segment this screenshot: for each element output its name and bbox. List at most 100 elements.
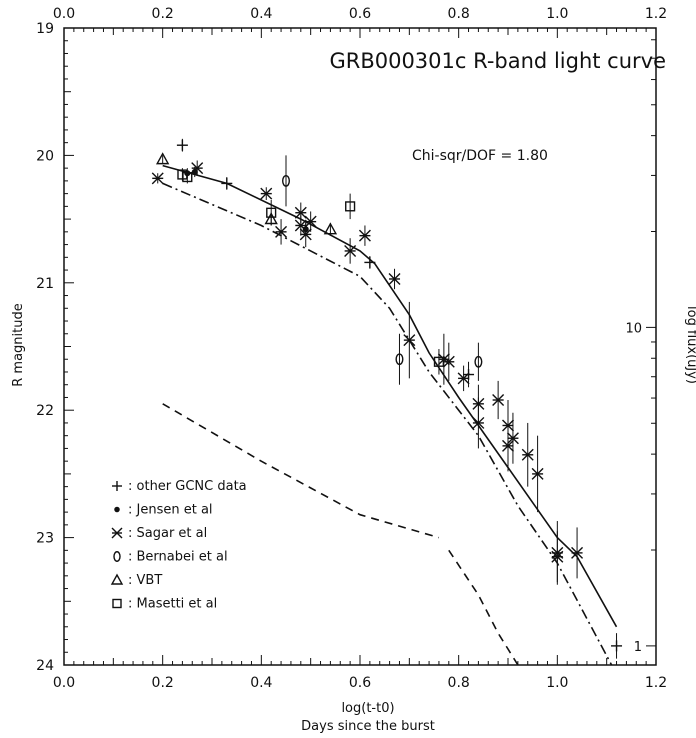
x-tick-label-top: 1.2 — [645, 6, 667, 22]
diamond-marker — [113, 551, 121, 562]
square-marker — [345, 201, 356, 212]
data-point-cross — [304, 215, 317, 228]
x-tick-label-top: 0.0 — [53, 6, 75, 22]
square-marker — [433, 356, 445, 367]
legend-marker-triangle — [110, 573, 124, 585]
data-point-cross — [551, 546, 564, 559]
plot-frame — [63, 27, 657, 666]
chi-square-annotation: Chi-sqr/DOF = 1.80 — [412, 148, 548, 164]
x-tick-label-top: 0.2 — [152, 6, 174, 22]
dot-marker — [114, 506, 120, 513]
x-tick-label-bottom: 0.0 — [53, 675, 75, 691]
legend-marker-diamond — [113, 551, 121, 562]
data-point-cross — [506, 432, 519, 445]
y-axis-label: R magnitude — [11, 303, 26, 386]
data-point-plus — [221, 177, 233, 189]
legend-marker-square — [112, 598, 122, 609]
triangle-marker — [155, 152, 170, 165]
right-axis-tick-label: 1 — [634, 640, 642, 655]
x-axis-secondary-label: Days since the burst — [301, 719, 435, 734]
data-point-diamond — [474, 355, 483, 368]
data-point-cross — [388, 272, 401, 285]
model-curve-dashed — [162, 403, 440, 539]
y-tick-label: 24 — [36, 658, 54, 674]
data-point-cross — [191, 162, 204, 175]
data-point-triangle — [323, 222, 338, 235]
triangle-marker — [323, 222, 338, 235]
data-points-layer — [151, 138, 623, 659]
data-point-cross — [344, 244, 357, 257]
right-axis-tick-label: 10 — [625, 321, 642, 336]
x-tick-label-bottom: 0.6 — [349, 675, 371, 691]
y-tick-label: 19 — [36, 21, 54, 37]
x-tick-label-bottom: 0.4 — [250, 675, 272, 691]
legend: : other GCNC data : Jensen et al : Sagar e… — [110, 479, 247, 612]
x-axis-label: log(t-t0) — [341, 701, 394, 716]
square-marker — [112, 598, 122, 609]
legend-label: : Jensen et al — [128, 503, 213, 518]
y-tick-label: 20 — [36, 148, 54, 164]
data-point-cross — [571, 546, 584, 559]
data-point-cross — [502, 439, 514, 452]
y-tick-label: 23 — [36, 531, 54, 547]
legend-marker-dot — [114, 506, 120, 513]
legend-label: : other GCNC data — [128, 479, 247, 494]
model-curve-solid — [162, 164, 618, 628]
data-point-cross — [294, 206, 307, 219]
legend-label: : VBT — [128, 573, 162, 588]
square-marker — [266, 207, 277, 218]
chart-title: GRB000301c R-band light curve — [329, 49, 666, 73]
x-tick-label-top: 0.6 — [349, 6, 371, 22]
legend-label: : Bernabei et al — [128, 550, 228, 565]
data-point-cross — [521, 448, 534, 461]
plot-frame-layer: 0.0 0.0 0.2 0.2 0.4 0.4 0.6 0.6 0.8 0.8 1.0 1.0 1.2 1… — [36, 6, 667, 691]
data-point-cross — [531, 467, 544, 480]
legend-marker-cross — [111, 527, 123, 539]
data-point-cross — [299, 228, 312, 241]
legend-label: : Masetti et al — [128, 597, 217, 612]
data-point-square — [433, 356, 445, 367]
legend-label: : Sagar et al — [128, 526, 207, 541]
square-marker — [182, 171, 193, 183]
data-point-plus — [364, 256, 376, 268]
model-curve-dashdot — [162, 182, 613, 666]
data-point-cross — [294, 219, 307, 232]
data-point-cross — [442, 355, 455, 368]
data-point-diamond — [282, 174, 291, 187]
dot-marker — [191, 168, 198, 175]
data-point-dot — [191, 168, 198, 175]
x-tick-label-bottom: 1.2 — [645, 675, 667, 691]
model-curves-layer — [162, 164, 618, 666]
data-point-cross — [457, 372, 470, 385]
data-point-cross — [358, 229, 371, 242]
data-point-cross — [403, 334, 416, 347]
data-point-cross — [275, 225, 288, 238]
x-tick-label-top: 1.0 — [546, 6, 568, 22]
x-tick-label-bottom: 0.2 — [152, 675, 174, 691]
data-point-plus — [176, 139, 188, 151]
data-point-square — [182, 171, 193, 183]
triangle-marker — [110, 573, 124, 585]
y-tick-label: 21 — [36, 276, 54, 292]
data-point-triangle — [155, 152, 170, 165]
x-tick-label-top: 0.4 — [250, 6, 272, 22]
data-point-square — [345, 201, 356, 212]
data-point-cross — [151, 172, 164, 185]
x-tick-label-bottom: 0.8 — [448, 675, 470, 691]
diamond-marker — [395, 353, 404, 366]
legend-marker-plus — [112, 481, 122, 491]
y-tick-label: 22 — [36, 403, 54, 419]
data-point-square — [266, 207, 277, 218]
model-curve-dashed — [448, 549, 519, 666]
data-point-cross — [472, 416, 485, 429]
x-tick-label-bottom: 1.0 — [546, 675, 568, 691]
diamond-marker — [282, 174, 291, 187]
data-point-plus — [611, 640, 623, 652]
data-point-cross — [260, 187, 273, 200]
data-point-cross — [492, 394, 505, 407]
right-axis-label: log flux(uJy) — [684, 306, 696, 384]
x-tick-label-top: 0.8 — [448, 6, 470, 22]
diamond-marker — [474, 355, 483, 368]
data-point-diamond — [395, 353, 404, 366]
